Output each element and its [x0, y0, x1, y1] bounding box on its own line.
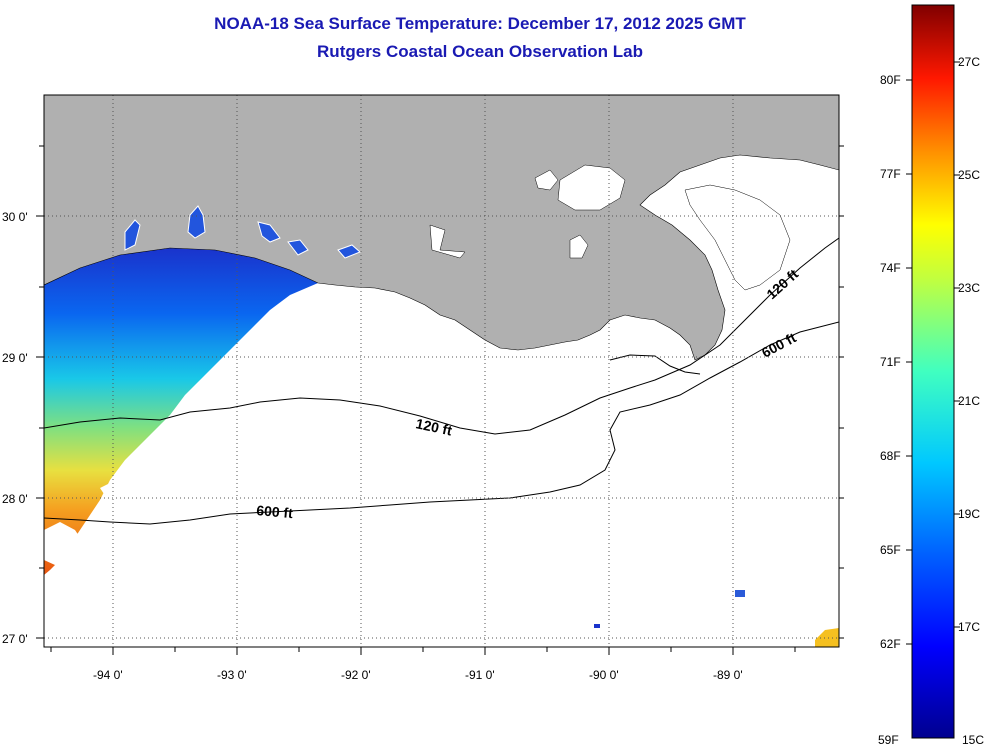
colorbar-c-label: 23C — [958, 281, 981, 295]
lake — [337, 244, 361, 259]
land-mass — [44, 95, 839, 361]
contour-120ft-line — [609, 354, 701, 375]
y-tick-label: 30 0' — [2, 210, 28, 224]
y-tick-label: 28 0' — [2, 492, 28, 506]
cloud-patch — [429, 224, 466, 259]
cloud-patch — [684, 184, 791, 291]
colorbar-f-label: 80F — [880, 73, 901, 87]
colorbar-c-label: 21C — [958, 394, 981, 408]
lake — [187, 205, 206, 239]
lake — [257, 221, 281, 243]
colorbar — [911, 4, 955, 739]
sst-pixel — [815, 628, 839, 647]
x-tick-label: -91 0' — [465, 668, 495, 682]
cloud-patch — [44, 522, 85, 565]
sst-data-region — [44, 248, 318, 575]
x-tick-label: -92 0' — [341, 668, 371, 682]
contour-120ft-line — [44, 237, 839, 435]
map-title: NOAA-18 Sea Surface Temperature: Decembe… — [214, 14, 746, 33]
cloud-patch — [569, 234, 589, 259]
x-tick-label: -89 0' — [713, 668, 743, 682]
colorbar-f-label: 74F — [880, 261, 901, 275]
cloud-patch — [557, 164, 626, 211]
colorbar-f-label: 71F — [880, 355, 901, 369]
colorbar-c-label: 25C — [958, 168, 981, 182]
sst-pixel — [735, 590, 745, 597]
colorbar-c-label: 17C — [958, 620, 981, 634]
colorbar-f-label: 68F — [880, 449, 901, 463]
y-tick-label: 27 0' — [2, 632, 28, 646]
colorbar-c-label: 19C — [958, 507, 981, 521]
lake — [124, 219, 141, 251]
map-subtitle: Rutgers Coastal Ocean Observation Lab — [317, 42, 643, 61]
contour-600ft-line — [44, 321, 839, 525]
grid-lines — [44, 95, 839, 647]
x-tick-label: -90 0' — [589, 668, 619, 682]
colorbar-f-label: 62F — [880, 637, 901, 651]
contour-label: 120 ft — [414, 415, 453, 438]
colorbar-c-label: 15C — [962, 733, 985, 747]
x-tick-label: -93 0' — [217, 668, 247, 682]
colorbar-f-label: 65F — [880, 543, 901, 557]
lake — [287, 239, 309, 256]
y-tick-label: 29 0' — [2, 351, 28, 365]
colorbar-f-label: 59F — [878, 733, 899, 747]
sst-pixel — [594, 624, 600, 628]
colorbar-ticks — [906, 61, 960, 645]
cloud-patch — [534, 169, 559, 191]
x-tick-label: -94 0' — [93, 668, 123, 682]
colorbar-c-label: 27C — [958, 55, 981, 69]
contour-label: 600 ft — [256, 502, 294, 521]
axis-ticks — [36, 145, 844, 655]
colorbar-f-label: 77F — [880, 167, 901, 181]
